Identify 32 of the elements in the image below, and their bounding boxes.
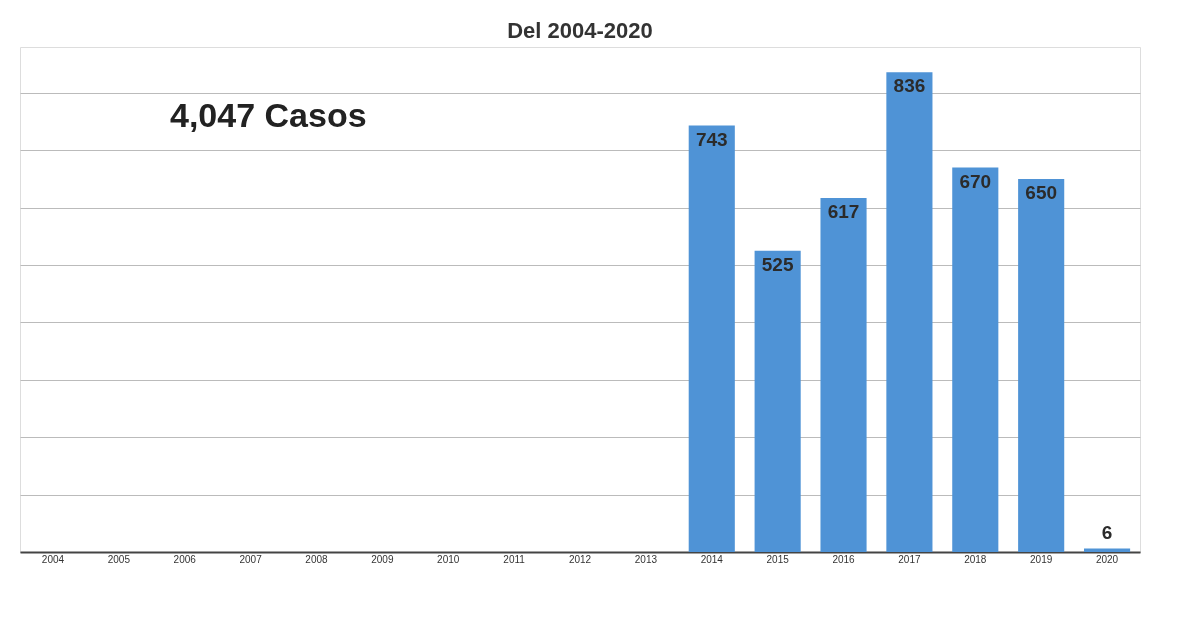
x-tick-label: 2016 xyxy=(832,553,856,565)
data-label: 650 xyxy=(1025,181,1058,203)
annotation: 4,047 Casos xyxy=(170,96,367,134)
x-tick-label: 2011 xyxy=(503,553,526,565)
bar xyxy=(1018,178,1065,552)
bar xyxy=(952,167,999,552)
x-tick-label: 2005 xyxy=(107,553,131,565)
x-tick-label: 2020 xyxy=(1095,553,1119,565)
data-label: 743 xyxy=(695,128,728,150)
x-tick-label: 2004 xyxy=(41,553,65,565)
data-label: 836 xyxy=(893,75,926,97)
x-tick-label: 2017 xyxy=(898,553,921,565)
x-tick-label: 2010 xyxy=(437,553,460,565)
x-tick-label: 2012 xyxy=(568,553,592,565)
x-tick-label: 2006 xyxy=(173,553,197,565)
x-tick-label: 2018 xyxy=(964,553,987,565)
data-label: 6 xyxy=(1101,521,1113,543)
data-label: 670 xyxy=(959,170,992,192)
bar xyxy=(688,125,735,552)
bar xyxy=(886,72,933,552)
x-tick-label: 2014 xyxy=(700,553,724,565)
x-tick-label: 2019 xyxy=(1030,553,1053,565)
x-tick-label: 2013 xyxy=(634,553,658,565)
x-tick-label: 2008 xyxy=(305,553,329,565)
x-tick-label: 2009 xyxy=(371,553,394,565)
data-label: 617 xyxy=(827,200,860,222)
bar xyxy=(820,197,867,552)
data-label: 525 xyxy=(761,253,794,275)
bar xyxy=(754,250,801,552)
x-tick-label: 2007 xyxy=(239,553,263,565)
chart-title: Del 2004-2020 xyxy=(507,18,653,43)
x-tick-label: 2015 xyxy=(766,553,790,565)
